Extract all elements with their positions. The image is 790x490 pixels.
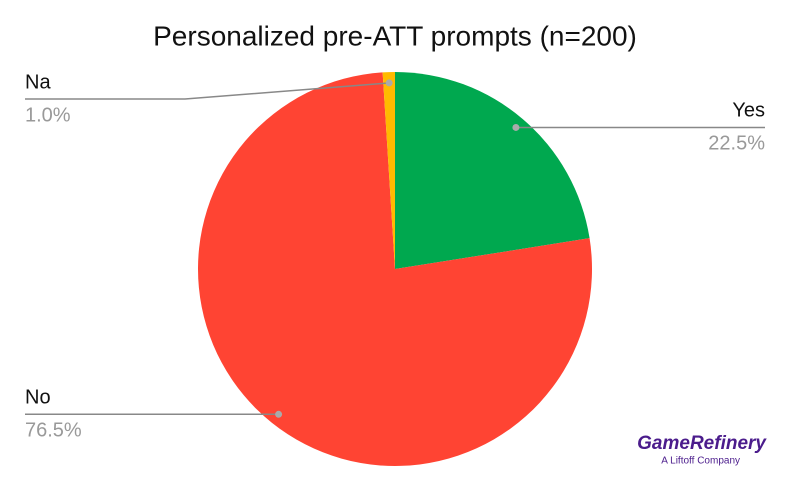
slice-value-label: 1.0% <box>25 104 71 126</box>
logo-tagline: A Liftoff Company <box>661 456 740 467</box>
leader-line <box>25 82 390 100</box>
pie-slice <box>395 72 590 269</box>
pie-slice <box>197 72 592 466</box>
leader-dot <box>275 410 283 418</box>
slice-value-label: 76.5% <box>25 420 82 442</box>
pie-slice <box>382 72 395 269</box>
leader-dot <box>385 79 393 87</box>
leader-dot <box>512 123 520 131</box>
slice-label: Na <box>25 71 51 93</box>
slice-value-label: 22.5% <box>708 133 765 155</box>
chart-title: Personalized pre-ATT prompts (n=200) <box>153 20 637 51</box>
slice-label: Yes <box>732 100 765 122</box>
logo-name: GameRefinery <box>637 433 767 454</box>
slice-label: No <box>25 387 51 409</box>
